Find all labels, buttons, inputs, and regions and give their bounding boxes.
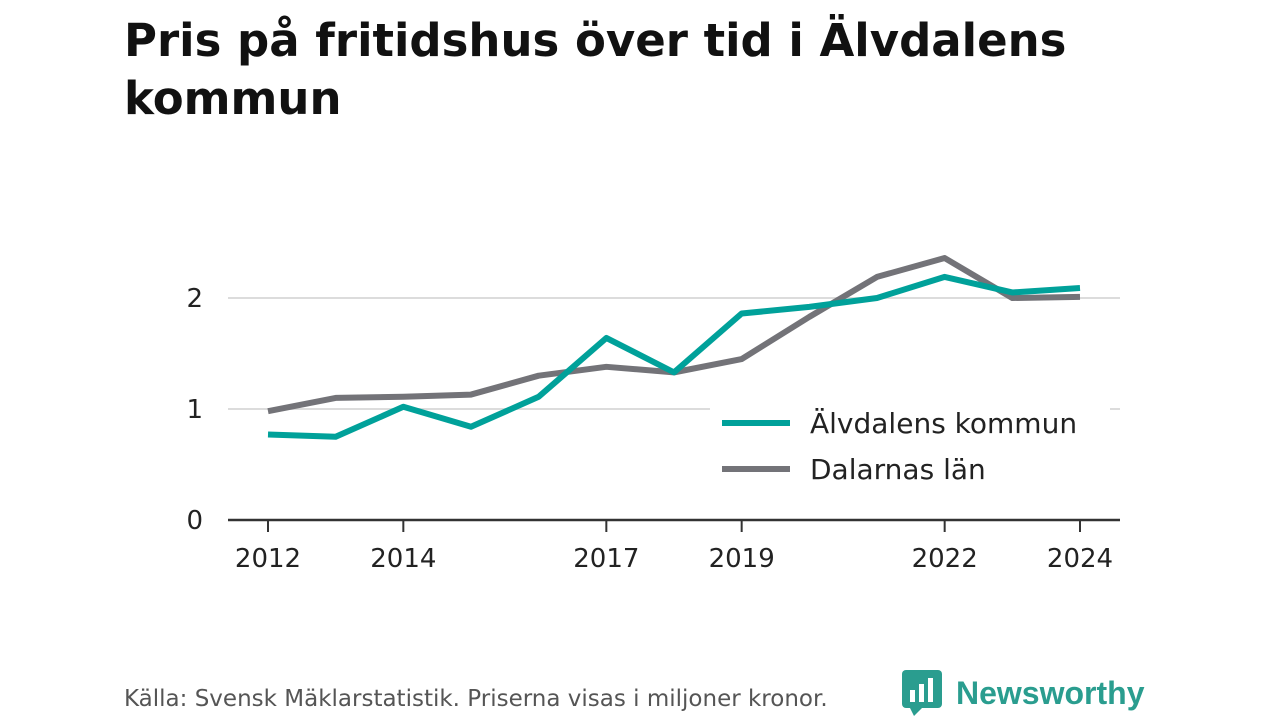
x-tick-label: 2022 (912, 544, 978, 574)
x-axis-ticks: 2012 2014 2017 2019 2022 2024 (235, 520, 1113, 574)
x-tick-label: 2019 (709, 544, 775, 574)
legend-background (710, 400, 1110, 496)
x-tick-label: 2017 (573, 544, 639, 574)
y-tick-label: 1 (186, 395, 203, 425)
series-line-alvdalens-kommun (267, 273, 1081, 440)
y-tick-label: 2 (186, 284, 203, 314)
brand-name: Newsworthy (956, 674, 1145, 711)
legend-label: Älvdalens kommun (810, 407, 1077, 440)
series-lines (267, 255, 1081, 440)
grid-lines (228, 297, 1120, 410)
chart-title: Pris på fritidshus över tid i Älvdalens … (124, 14, 1067, 125)
legend-label: Dalarnas län (810, 453, 986, 486)
x-tick-label: 2024 (1047, 544, 1113, 574)
newsworthy-logo-icon (902, 670, 942, 716)
x-tick-label: 2014 (370, 544, 436, 574)
x-tick-label: 2012 (235, 544, 301, 574)
legend: Älvdalens kommun Dalarnas län (710, 400, 1110, 496)
source-note: Källa: Svensk Mäklarstatistik. Priserna … (124, 686, 828, 712)
y-tick-label: 0 (186, 506, 203, 536)
brand-logo: Newsworthy (902, 670, 1144, 716)
y-axis-ticks: 0 1 2 (186, 284, 203, 536)
